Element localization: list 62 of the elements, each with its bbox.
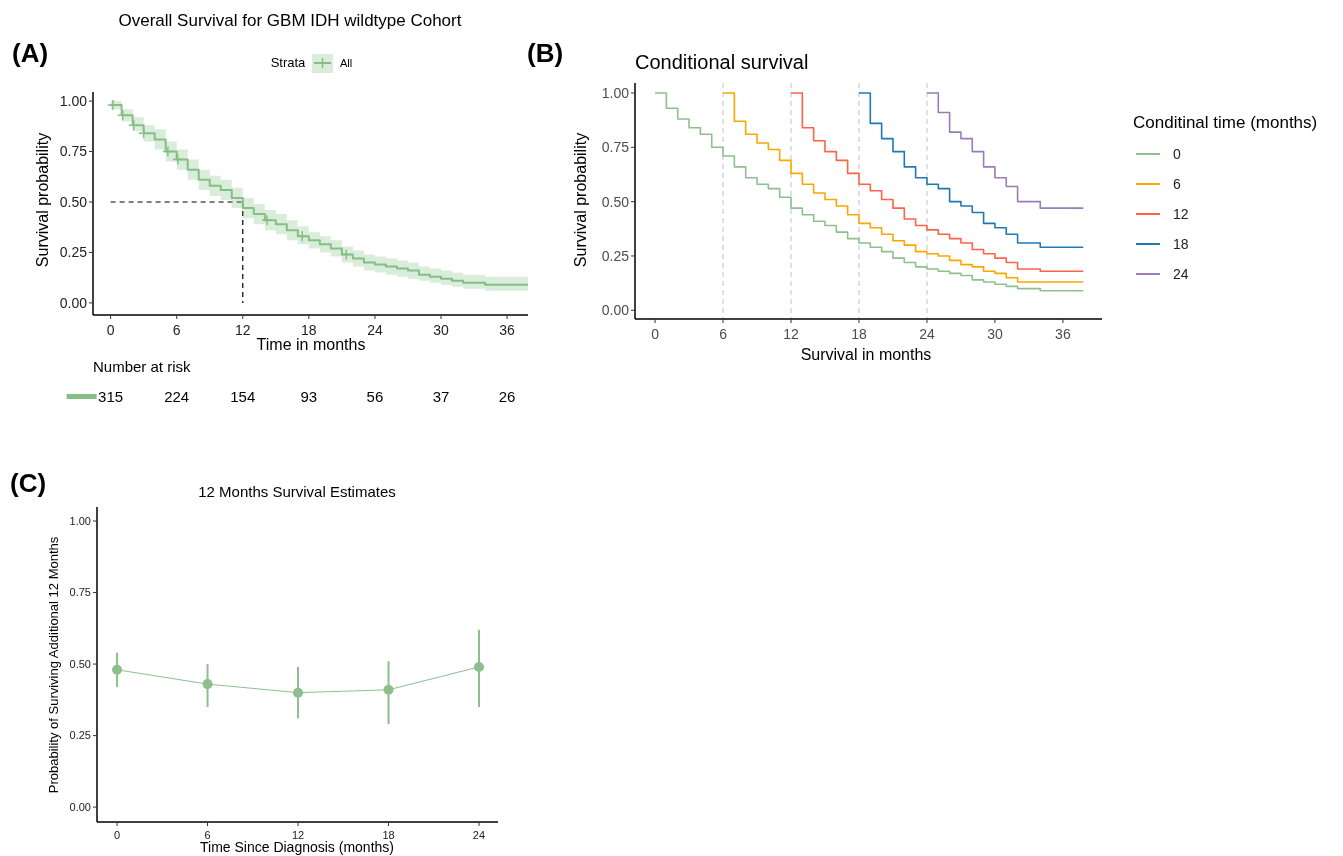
x-tick-label: 12 [291,829,305,841]
y-tick-label: 0.00 [601,302,630,319]
y-tick-label: 0.25 [601,247,630,264]
x-axis-title: Time Since Diagnosis (months) [200,839,394,855]
x-axis-title: Survival in months [800,346,932,363]
text: 154 [230,388,256,405]
text: Number at risk [93,358,192,375]
text: 37 [432,388,450,405]
y-tick-label: 0.00 [59,294,88,311]
legend-title: Conditinal time (months) [1133,113,1318,132]
x-tick-label: 24 [919,326,935,342]
y-tick-label: 0.50 [59,193,88,210]
y-tick-label: 1.00 [59,92,88,109]
text: 26 [498,388,516,405]
y-tick-label: 1.00 [69,514,91,527]
legend-label: All [340,57,353,69]
legend-label: 24 [1173,266,1189,282]
x-tick-label: 36 [1055,326,1071,342]
x-tick-label: 18 [301,322,317,338]
y-tick-label: 0.00 [69,800,91,813]
text: 93 [300,388,318,405]
x-tick-label: 0 [114,829,121,841]
text: (C) [10,468,47,498]
chart-title: Overall Survival for GBM IDH wildtype Cohort [118,11,462,30]
x-tick-label: 12 [234,322,251,338]
x-tick-label: 24 [367,322,383,338]
y-tick-label: 1.00 [601,84,630,101]
text: 315 [98,388,124,405]
x-tick-label: 0 [106,322,115,338]
y-tick-label: 0.75 [601,139,630,156]
x-tick-label: 30 [987,326,1003,342]
y-axis-title: Probability of Surviving Additional 12 Months [46,536,61,794]
y-tick-label: 0.75 [69,586,91,599]
y-axis-title: Survival probability [572,132,589,268]
y-tick-label: 0.50 [69,657,91,670]
legend-label: 6 [1173,176,1181,192]
text: 56 [366,388,384,405]
y-tick-label: 0.25 [69,729,91,742]
y-tick-label: 0.50 [601,193,630,210]
x-tick-label: 6 [172,322,181,338]
x-tick-label: 18 [382,829,395,841]
legend-title: Strata [270,55,307,70]
x-tick-label: 36 [499,322,516,338]
text: (B) [527,38,564,68]
y-axis-title: Survival probability [34,132,51,268]
chart-title: Conditional survival [635,51,809,73]
x-tick-label: 30 [433,322,449,338]
x-tick-label: 18 [851,326,867,342]
legend-label: 12 [1173,206,1189,222]
x-tick-label: 6 [719,326,728,342]
chart-title: 12 Months Survival Estimates [198,483,396,500]
y-tick-label: 0.25 [59,244,88,261]
x-tick-label: 0 [651,326,660,342]
x-axis-title: Time in months [256,336,366,353]
x-tick-label: 12 [783,326,799,342]
text: 224 [164,388,190,405]
y-tick-label: 0.75 [59,143,88,160]
text: (A) [12,38,49,68]
legend-label: 18 [1173,236,1189,252]
x-tick-label: 24 [472,829,486,841]
x-tick-label: 6 [204,829,211,841]
legend-label: 0 [1173,146,1181,162]
